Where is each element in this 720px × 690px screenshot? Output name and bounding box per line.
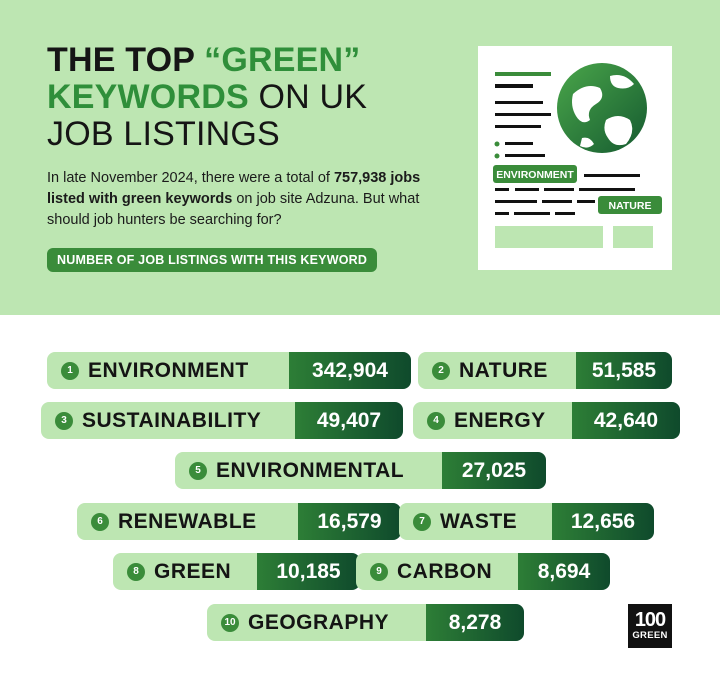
title-text-the-top: THE TOP [47,41,195,79]
rank-badge: 10 [221,613,239,632]
doc-text-line [579,188,635,191]
keyword-name: SUSTAINABILITY [82,408,262,432]
title-text-keywords: KEYWORDS [47,78,249,116]
rank-badge: 8 [127,562,145,581]
doc-box [613,226,653,248]
keyword-label-area: 1 ENVIRONMENT [47,352,289,389]
doc-text-line [495,113,551,116]
keyword-label-area: 6 RENEWABLE [77,503,298,540]
keyword-value: 49,407 [295,402,403,439]
document-illustration: ENVIRONMENT NATURE [478,46,672,270]
doc-label-nature: NATURE [609,200,652,212]
keyword-value: 42,640 [572,402,680,439]
keyword-pill: 5 ENVIRONMENTAL 27,025 [175,452,546,489]
keyword-name: ENVIRONMENT [88,358,249,382]
doc-text-line [505,142,533,145]
title-text-on-uk: ON UK [258,78,368,116]
subhead-badge: NUMBER OF JOB LISTINGS WITH THIS KEYWORD [47,248,378,272]
doc-label-environment: ENVIRONMENT [496,169,574,181]
doc-label-bg [598,196,662,214]
logo-line-1: 100 [634,609,666,631]
rank-badge: 5 [189,461,207,480]
doc-text-line [577,200,595,203]
intro-text: In late November 2024, there were a tota… [47,168,427,231]
doc-text-line [515,188,539,191]
doc-box [495,226,603,248]
rank-badge: 1 [61,361,79,380]
doc-text-line [495,101,543,104]
keyword-name: GREEN [154,559,232,583]
header-panel: THE TOP “GREEN” KEYWORDS ON UK JOB LISTI… [0,0,720,315]
doc-text-line [495,125,541,128]
intro-part-2: on job site Adzuna. But what should job … [47,191,420,228]
logo-line-2: GREEN [632,630,668,641]
keyword-pill: 9 CARBON 8,694 [356,553,610,590]
doc-bullet [494,141,500,147]
title-line-3: JOB LISTINGS [47,115,280,153]
doc-label-bg [493,165,577,183]
keyword-name: NATURE [459,358,548,382]
brand-logo: 100 GREEN [628,604,672,648]
keyword-value: 342,904 [289,352,411,389]
doc-text-line [544,188,574,191]
keyword-value: 16,579 [298,503,401,540]
intro-bold: 757,938 jobs listed with green keywords [47,170,421,207]
keyword-pill: 4 ENERGY 42,640 [413,402,680,439]
rank-badge: 4 [427,411,445,430]
rank-badge: 3 [55,411,73,430]
keyword-name: ENERGY [454,408,546,432]
doc-bullet [494,153,500,159]
keyword-pill: 1 ENVIRONMENT 342,904 [47,352,411,389]
keyword-name: WASTE [440,509,518,533]
keyword-label-area: 3 SUSTAINABILITY [41,402,295,439]
title-line-2: KEYWORDS ON UK [47,79,367,116]
intro-part-1: In late November 2024, there were a tota… [47,170,330,186]
keyword-value: 27,025 [442,452,546,489]
doc-header-line [495,72,551,76]
keyword-value: 12,656 [552,503,654,540]
keyword-pill: 10 GEOGRAPHY 8,278 [207,604,524,641]
doc-text-line [584,174,640,177]
doc-text-line [505,154,545,157]
keyword-pill: 7 WASTE 12,656 [399,503,654,540]
keyword-value: 51,585 [576,352,672,389]
doc-text-line [495,212,509,215]
rank-badge: 6 [91,512,109,531]
rank-badge: 7 [413,512,431,531]
keyword-value: 8,278 [426,604,524,641]
rank-badge: 2 [432,361,450,380]
document-graphic: ENVIRONMENT NATURE [493,63,662,248]
keyword-label-area: 10 GEOGRAPHY [207,604,426,641]
keyword-pill: 6 RENEWABLE 16,579 [77,503,401,540]
doc-text-line [555,212,575,215]
doc-text-line [495,84,533,88]
doc-text-line [514,212,550,215]
keyword-name: GEOGRAPHY [248,610,390,634]
keyword-name: ENVIRONMENTAL [216,458,405,482]
keyword-name: RENEWABLE [118,509,257,533]
keyword-value: 10,185 [257,553,360,590]
keyword-value: 8,694 [518,553,610,590]
keyword-label-area: 9 CARBON [356,553,518,590]
keyword-label-area: 8 GREEN [113,553,257,590]
title-text-green: “GREEN” [204,41,361,79]
doc-text-line [495,188,509,191]
keyword-label-area: 5 ENVIRONMENTAL [175,452,442,489]
doc-text-line [542,200,572,203]
keyword-pill: 3 SUSTAINABILITY 49,407 [41,402,403,439]
keyword-label-area: 2 NATURE [418,352,576,389]
title-line-1: THE TOP “GREEN” [47,42,367,79]
keyword-label-area: 7 WASTE [399,503,552,540]
page-title: THE TOP “GREEN” KEYWORDS ON UK JOB LISTI… [47,42,367,153]
rank-badge: 9 [370,562,388,581]
globe-icon [557,63,647,153]
keyword-label-area: 4 ENERGY [413,402,572,439]
doc-text-line [495,200,537,203]
keyword-name: CARBON [397,559,493,583]
keyword-pill: 8 GREEN 10,185 [113,553,360,590]
keyword-pill: 2 NATURE 51,585 [418,352,672,389]
